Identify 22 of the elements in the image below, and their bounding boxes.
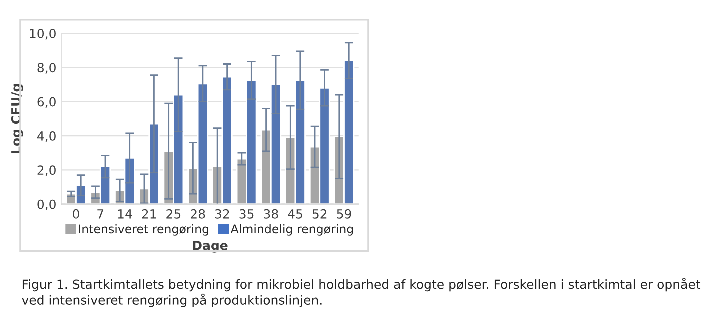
x-tick-label: 59 <box>337 209 352 219</box>
x-tick-label: 45 <box>288 210 302 219</box>
y-tick-label: 4,0 <box>37 131 56 142</box>
x-tick-label: 35 <box>240 209 254 219</box>
x-tick-label: 52 <box>312 209 327 219</box>
x-axis-title: Dage <box>193 241 228 253</box>
legend-label: Almindelig rengøring <box>230 224 354 236</box>
y-tick-label: 10,0 <box>30 28 56 40</box>
x-tick-label: 28 <box>191 209 206 219</box>
text: Figur 1. Startkimtallets betydning for mikrobiel holdbarhed af kogte pølser. Forskellen i startkimtal er opnået ved intensiveret rengøring på produktionslinjen. <box>22 278 701 308</box>
legend-label: Intensiveret rengøring <box>79 224 208 236</box>
y-tick-label: 6,0 <box>38 97 56 108</box>
x-tick-label: 21 <box>142 209 156 219</box>
x-tick-label: 25 <box>166 209 181 219</box>
y-tick-label: 2,0 <box>38 166 56 176</box>
y-tick-label: 0,0 <box>38 200 56 211</box>
x-tick-label: 14 <box>118 210 132 219</box>
x-tick-label: 32 <box>215 209 230 219</box>
x-tick-label: 0 <box>73 209 80 219</box>
x-tick-label: 7 <box>98 210 104 219</box>
x-tick-label: 38 <box>264 209 278 219</box>
y-tick-label: 8,0 <box>38 63 56 74</box>
